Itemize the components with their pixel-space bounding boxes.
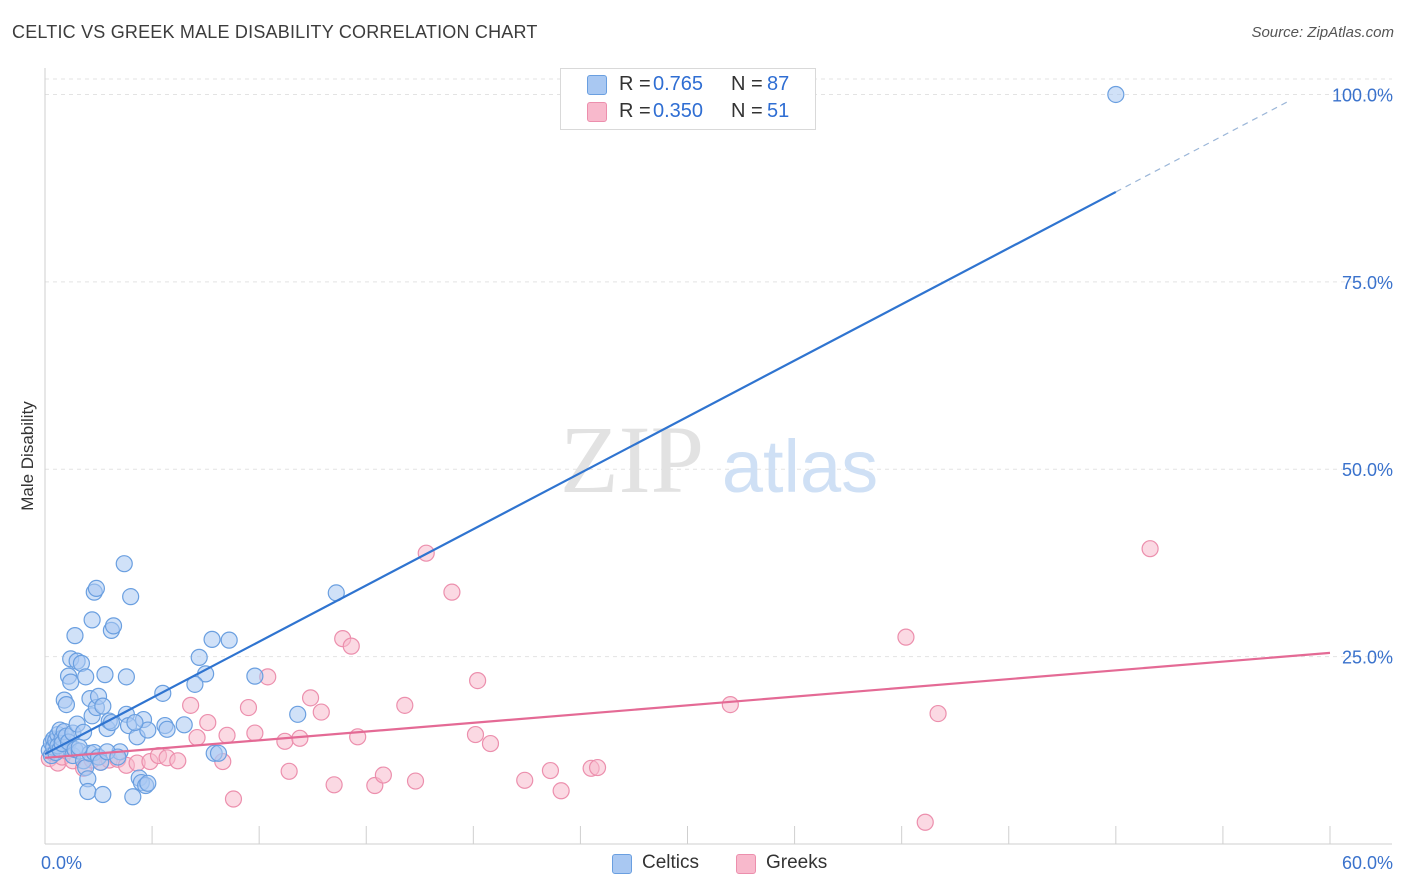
greeks-point (182, 696, 200, 714)
watermark-atlas: atlas (722, 425, 878, 508)
greeks-point (188, 728, 206, 747)
greeks-trendline (44, 651, 1331, 759)
source-label: Source: ZipAtlas.com (1251, 24, 1394, 41)
y-tick-label: 100.0% (1332, 85, 1393, 105)
greeks-swatch (736, 854, 756, 874)
celtics-point (104, 617, 123, 635)
celtics-swatch (612, 854, 632, 874)
celtics-point (77, 668, 95, 686)
x-tick-labels: 0.0% 60.0% (41, 853, 1393, 873)
greeks-point (276, 732, 294, 750)
greeks-point (469, 672, 487, 690)
celtics-point (122, 588, 140, 606)
celtics-point (96, 666, 114, 684)
celtics-point (139, 774, 157, 792)
y-tick-label: 50.0% (1342, 460, 1393, 480)
n-label: N = (731, 73, 763, 95)
greeks-point (1141, 540, 1159, 558)
greeks-point (342, 637, 360, 655)
greeks-point (588, 758, 607, 777)
celtics-trendline (44, 190, 1117, 756)
greeks-point (406, 772, 425, 790)
celtics-point (115, 555, 133, 573)
r-value: 0.350 (653, 100, 704, 122)
stats-legend: R = 0.765 N = 87 R = 0.350 N = 51 (560, 68, 816, 130)
greeks-point (301, 689, 320, 707)
celtics-point (209, 744, 228, 762)
legend-row-greeks: R = 0.350 N = 51 (561, 100, 815, 126)
greeks-point (246, 724, 264, 742)
greeks-point (374, 766, 392, 784)
celtics-point (94, 697, 112, 715)
celtics-point (246, 667, 264, 685)
greeks-point (721, 695, 739, 714)
greeks-point (552, 782, 570, 800)
celtics-point (220, 631, 238, 649)
celtics-point (158, 720, 176, 738)
greeks-point (218, 726, 236, 744)
r-label: R = (619, 100, 651, 122)
greeks-point (199, 713, 217, 732)
celtics-point (94, 785, 112, 804)
celtics-trendline-extension (1115, 101, 1288, 193)
greeks-point (239, 698, 258, 717)
greeks-point (280, 762, 298, 780)
gridlines (45, 78, 1392, 658)
greeks-point (916, 813, 934, 831)
celtics-point (79, 782, 97, 801)
legend-label-greeks: Greeks (766, 852, 828, 873)
axes (44, 68, 1392, 845)
greeks-points (40, 540, 1159, 831)
celtics-point (175, 716, 193, 734)
greeks-point (541, 761, 560, 780)
celtics-point (87, 579, 106, 598)
celtics-point (62, 673, 80, 691)
celtics-point (66, 627, 84, 645)
celtics-point (190, 648, 208, 666)
chart-title: CELTIC VS GREEK MALE DISABILITY CORRELAT… (12, 22, 538, 42)
celtics-point (139, 721, 157, 739)
greeks-point (466, 725, 485, 744)
celtics-point (117, 668, 135, 686)
y-tick-label: 75.0% (1342, 273, 1393, 293)
celtics-point (124, 788, 142, 806)
celtics-swatch (587, 75, 607, 95)
x-tick-label: 0.0% (41, 853, 82, 873)
greeks-point (224, 790, 243, 808)
celtics-point (57, 695, 76, 714)
n-value: 87 (767, 73, 790, 95)
greeks-point (312, 703, 330, 721)
celtics-point (70, 738, 88, 756)
greeks-point (516, 771, 534, 789)
y-tick-label: 25.0% (1342, 648, 1393, 668)
greeks-point (169, 752, 187, 770)
greeks-swatch (587, 102, 607, 122)
watermark-zip: ZIP (560, 406, 704, 513)
celtics-point (289, 705, 307, 723)
r-value: 0.765 (653, 73, 704, 95)
x-tick-label: 60.0% (1342, 853, 1393, 873)
greeks-point (443, 583, 461, 601)
legend-label-celtics: Celtics (642, 852, 700, 873)
celtics-point (83, 611, 101, 629)
greeks-point (481, 734, 500, 753)
celtics-point (126, 713, 144, 732)
celtics-point (1107, 85, 1125, 104)
greeks-point (325, 776, 343, 794)
watermark: ZIP atlas (560, 406, 878, 513)
greeks-point (929, 704, 947, 723)
n-value: 51 (767, 100, 790, 122)
celtics-point (203, 630, 221, 648)
celtics-points (40, 85, 1125, 806)
n-label: N = (731, 100, 763, 122)
r-label: R = (619, 73, 651, 95)
y-tick-labels: 25.0% 50.0% 75.0% 100.0% (1332, 85, 1393, 667)
greeks-point (897, 628, 915, 646)
legend-row-celtics: R = 0.765 N = 87 (561, 73, 815, 99)
trendlines (44, 101, 1331, 759)
greeks-point (396, 696, 414, 714)
